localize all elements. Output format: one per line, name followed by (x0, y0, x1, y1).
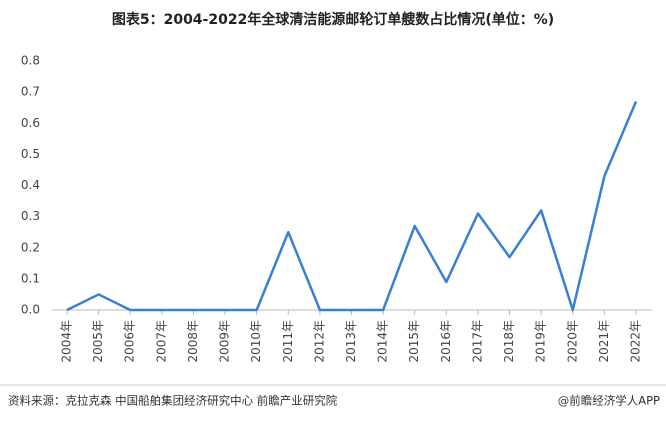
x-tick-label: 2011年 (281, 320, 295, 363)
x-tick-label: 2022年 (629, 320, 643, 363)
y-tick-label: 0.0 (21, 303, 40, 317)
x-tick-label: 2014年 (376, 320, 390, 363)
line (66, 100, 638, 312)
y-tick-label: 0.2 (21, 240, 40, 254)
x-tick-label: 2012年 (312, 320, 326, 363)
x-tick-label: 2018年 (502, 320, 516, 363)
x-tick-label: 2015年 (407, 320, 421, 363)
y-tick-label: 0.6 (21, 116, 40, 130)
x-tick-label: 2007年 (154, 320, 168, 363)
chart-title: 图表5：2004-2022年全球清洁能源邮轮订单艘数占比情况(单位：%) (112, 11, 554, 28)
x-tick-label: 2017年 (470, 320, 484, 363)
x-tick-label: 2008年 (186, 320, 200, 363)
y-tick-label: 0.7 (21, 85, 40, 99)
y-tick-label: 0.4 (21, 178, 40, 192)
y-tick-label: 0.8 (21, 54, 40, 68)
x-tick-label: 2009年 (218, 320, 232, 363)
x-tick-label: 2004年 (60, 320, 74, 363)
y-tick-label: 0.1 (21, 271, 40, 285)
x-tick-label: 2019年 (534, 320, 548, 363)
x-tick-label: 2010年 (249, 320, 263, 363)
x-tick-label: 2005年 (91, 320, 105, 363)
x-tick-label: 2016年 (439, 320, 453, 363)
x-tick-label: 2006年 (123, 320, 137, 363)
x-tick-label: 2021年 (597, 320, 611, 363)
x-tick-label: 2020年 (565, 320, 579, 363)
y-tick-label: 0.5 (21, 147, 40, 161)
credit: @前瞻经济学人APP (558, 394, 660, 408)
x-tick-label: 2013年 (344, 320, 358, 363)
source: 资料来源：克拉克森 中国船舶集团经济研究中心 前瞻产业研究院 (8, 394, 338, 408)
y-tick-label: 0.3 (21, 209, 40, 223)
